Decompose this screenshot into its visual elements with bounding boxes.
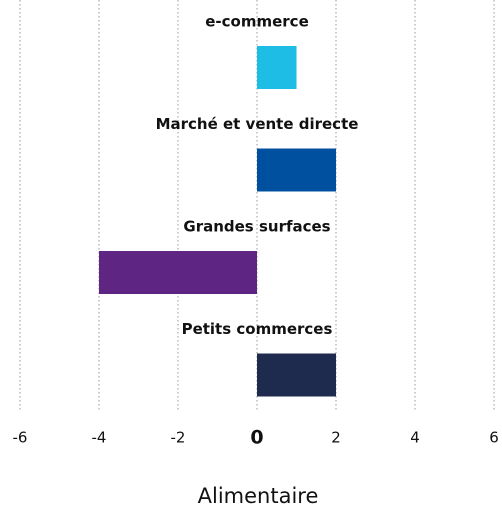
bar (257, 148, 336, 192)
x-tick-label: 6 (489, 429, 499, 447)
category-label: Marché et vente directe (156, 115, 359, 133)
category-label: e-commerce (205, 13, 309, 31)
bar (257, 353, 336, 397)
x-tick-label: -2 (171, 429, 186, 447)
bar (257, 46, 297, 89)
category-label: Petits commerces (182, 320, 333, 338)
x-tick-label: 4 (410, 429, 420, 447)
x-tick-label: -6 (13, 429, 28, 447)
bar (99, 251, 257, 294)
x-axis-label: Alimentaire (198, 484, 319, 508)
x-tick-label: 0 (250, 427, 263, 449)
x-tick-label: -4 (92, 429, 107, 447)
x-tick-label: 2 (331, 429, 341, 447)
category-label: Grandes surfaces (183, 218, 330, 236)
